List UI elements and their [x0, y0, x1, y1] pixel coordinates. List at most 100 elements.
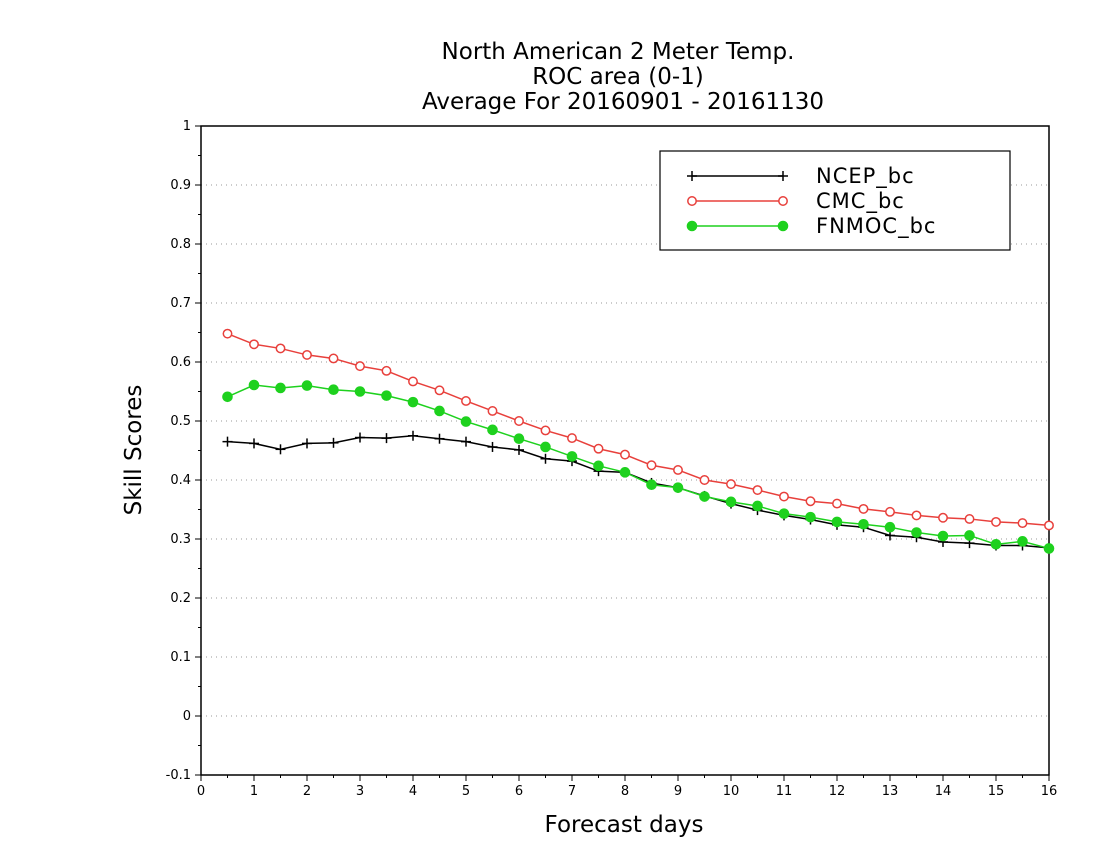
- data-point-ncep-bc-4: [328, 437, 339, 448]
- x-tick-label-13: 13: [882, 784, 899, 799]
- x-tick-label-15: 15: [988, 784, 1005, 799]
- data-point-cmc-bc-28: [964, 513, 975, 524]
- legend-marker-left-cmc-bc: [687, 196, 697, 206]
- series-cmc-bc: [222, 328, 1054, 531]
- x-tick-label-9: 9: [674, 784, 682, 799]
- legend-marker-right-fnmoc-bc: [777, 220, 789, 232]
- x-tick-label-3: 3: [356, 784, 364, 799]
- data-point-cmc-bc-5: [355, 361, 365, 372]
- data-point-fnmoc-bc-14: [593, 460, 604, 472]
- data-point-fnmoc-bc-24: [858, 518, 869, 530]
- data-point-cmc-bc-31: [1044, 520, 1054, 531]
- legend-label-fnmoc-bc: FNMOC_bc: [816, 214, 936, 239]
- data-point-fnmoc-bc-17: [672, 482, 684, 493]
- y-tick-label-3: 0.2: [170, 591, 191, 606]
- data-point-cmc-bc-3: [302, 349, 312, 360]
- data-point-cmc-bc-23: [832, 498, 842, 509]
- x-tick-label-0: 0: [197, 784, 205, 799]
- data-point-fnmoc-bc-13: [566, 451, 578, 462]
- x-tick-label-5: 5: [462, 784, 470, 799]
- legend-marker-left-ncep-bc: [687, 171, 697, 181]
- data-series: [222, 328, 1055, 554]
- data-point-cmc-bc-8: [434, 385, 445, 396]
- data-point-cmc-bc-6: [381, 365, 392, 376]
- data-point-fnmoc-bc-31: [1043, 543, 1055, 554]
- data-point-cmc-bc-21: [779, 491, 789, 502]
- data-point-ncep-bc-0: [222, 436, 233, 447]
- data-point-cmc-bc-24: [858, 503, 869, 514]
- data-point-cmc-bc-15: [620, 449, 630, 460]
- chart-title: North American 2 Meter Temp. ROC area (0…: [422, 39, 824, 115]
- data-point-fnmoc-bc-28: [964, 530, 975, 541]
- data-point-ncep-bc-3: [302, 438, 312, 449]
- data-point-fnmoc-bc-23: [831, 516, 843, 528]
- x-tick-label-8: 8: [621, 784, 629, 799]
- x-tick-label-11: 11: [776, 784, 793, 799]
- data-point-fnmoc-bc-9: [460, 416, 472, 427]
- chart-title-line-2: ROC area (0-1): [532, 64, 704, 90]
- legend-marker-right-cmc-bc: [778, 196, 788, 206]
- data-point-cmc-bc-14: [593, 443, 604, 454]
- data-point-cmc-bc-19: [726, 479, 736, 490]
- data-point-ncep-bc-6: [381, 433, 392, 444]
- data-point-cmc-bc-29: [991, 516, 1001, 527]
- data-point-cmc-bc-25: [885, 506, 895, 517]
- data-point-fnmoc-bc-18: [699, 491, 710, 502]
- legend-marker-left-fnmoc-bc: [686, 220, 698, 232]
- series-fnmoc-bc: [222, 379, 1055, 554]
- data-point-fnmoc-bc-8: [434, 405, 445, 417]
- x-tick-label-4: 4: [409, 784, 417, 799]
- data-point-ncep-bc-10: [487, 441, 498, 452]
- y-tick-label-1: 0: [183, 709, 191, 724]
- data-point-ncep-bc-1: [249, 438, 259, 449]
- data-point-cmc-bc-9: [461, 395, 471, 406]
- data-point-ncep-bc-11: [514, 444, 524, 455]
- y-tick-label-7: 0.6: [170, 355, 191, 370]
- x-tick-label-1: 1: [250, 784, 258, 799]
- x-tick-label-16: 16: [1041, 784, 1058, 799]
- data-point-ncep-bc-9: [461, 436, 471, 447]
- y-tick-label-0: -0.1: [166, 768, 191, 783]
- data-point-fnmoc-bc-29: [990, 539, 1002, 550]
- data-point-fnmoc-bc-11: [513, 433, 525, 445]
- data-point-fnmoc-bc-12: [540, 441, 551, 453]
- chart-title-line-1: North American 2 Meter Temp.: [442, 39, 795, 65]
- data-point-fnmoc-bc-25: [884, 521, 896, 533]
- data-point-fnmoc-bc-15: [619, 467, 631, 478]
- y-tick-label-6: 0.5: [170, 414, 191, 429]
- data-point-cmc-bc-12: [540, 425, 551, 436]
- x-tick-label-10: 10: [723, 784, 740, 799]
- data-point-cmc-bc-13: [567, 433, 577, 444]
- data-point-fnmoc-bc-7: [407, 396, 419, 408]
- data-point-cmc-bc-22: [805, 496, 816, 507]
- data-point-cmc-bc-7: [408, 376, 418, 387]
- data-point-cmc-bc-1: [249, 339, 259, 350]
- data-point-cmc-bc-10: [487, 406, 498, 416]
- data-point-ncep-bc-7: [408, 430, 418, 441]
- y-tick-label-5: 0.4: [170, 473, 191, 488]
- data-point-ncep-bc-8: [434, 433, 445, 444]
- data-point-cmc-bc-26: [911, 510, 922, 521]
- y-tick-label-9: 0.8: [170, 237, 191, 252]
- series-line-fnmoc-bc: [227, 384, 1050, 550]
- y-axis-title: Skill Scores: [121, 385, 147, 516]
- y-tick-label-4: 0.3: [170, 532, 191, 547]
- data-point-cmc-bc-16: [646, 460, 657, 471]
- data-point-cmc-bc-17: [673, 465, 683, 475]
- data-point-cmc-bc-27: [938, 512, 948, 523]
- data-point-cmc-bc-0: [222, 328, 233, 339]
- data-point-cmc-bc-30: [1017, 518, 1028, 529]
- legend-entry-fnmoc-bc: FNMOC_bc: [686, 214, 936, 239]
- series-line-ncep-bc: [227, 434, 1050, 549]
- data-point-fnmoc-bc-19: [725, 496, 737, 508]
- y-tick-label-8: 0.7: [170, 296, 191, 311]
- data-point-fnmoc-bc-6: [381, 390, 392, 401]
- y-tick-label-10: 0.9: [170, 178, 191, 193]
- x-tick-label-14: 14: [935, 784, 952, 799]
- data-point-fnmoc-bc-4: [328, 384, 339, 396]
- legend-marker-right-ncep-bc: [778, 171, 788, 181]
- data-point-fnmoc-bc-0: [222, 391, 233, 403]
- data-point-fnmoc-bc-2: [275, 382, 286, 394]
- legend-entry-cmc-bc: CMC_bc: [687, 189, 904, 214]
